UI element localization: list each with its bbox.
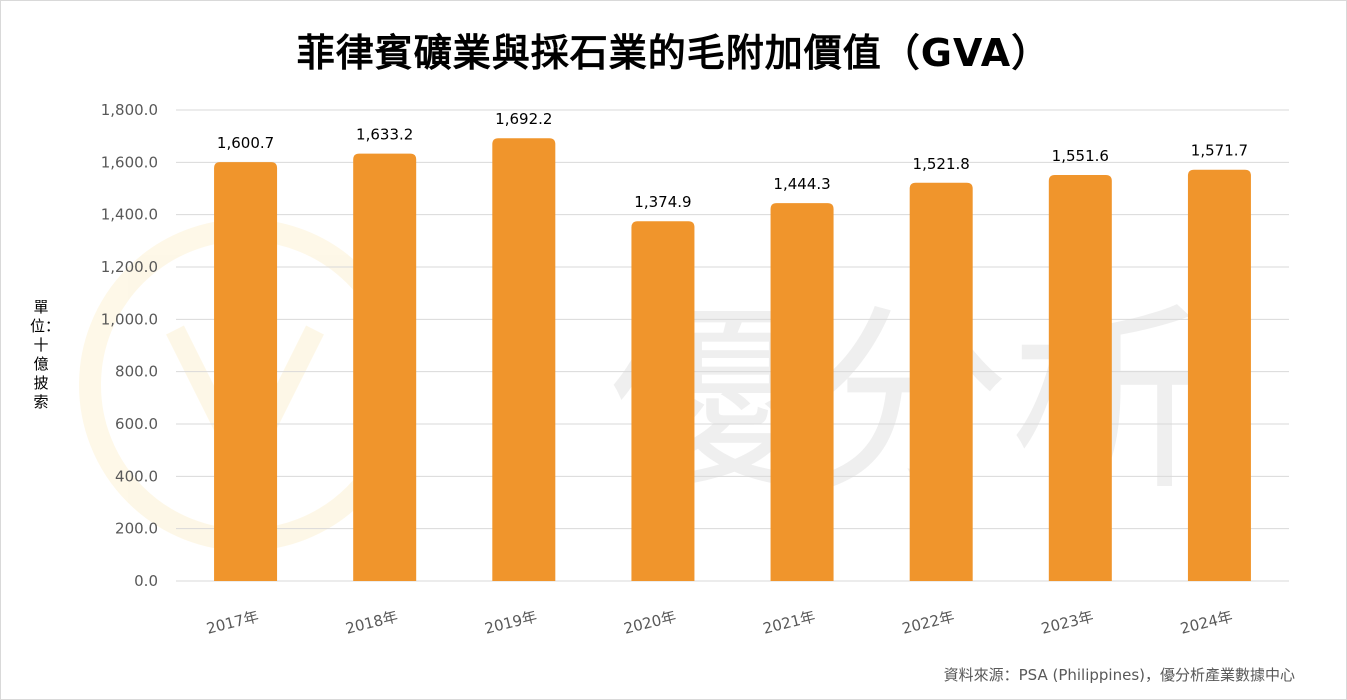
y-tick-label: 400.0 (115, 467, 158, 485)
data-label: 1,374.9 (634, 193, 691, 211)
bar (909, 182, 973, 582)
y-tick-label: 800.0 (115, 363, 158, 381)
bar (1187, 169, 1251, 581)
y-tick-label: 1,200.0 (101, 258, 158, 276)
x-category-label: 2023年 (1039, 607, 1095, 637)
y-tick-label: 1,600.0 (101, 153, 158, 171)
data-labels: 1,600.7 1,633.2 1,692.2 1,374.9 1,444.3 1,521… (217, 110, 1248, 211)
x-category-label: 2022年 (900, 607, 956, 637)
y-tick-label: 1,800.0 (101, 101, 158, 119)
x-category-label: 2017年 (205, 607, 261, 637)
data-label: 1,521.8 (913, 155, 970, 173)
bar (214, 162, 278, 582)
bar (770, 203, 834, 581)
x-category-label: 2018年 (344, 607, 400, 637)
y-tick-label: 200.0 (115, 520, 158, 538)
bar (631, 221, 695, 581)
x-axis-categories: 2017年 2018年 2019年 2020年 2021年 2022年 2023年 2024年 (205, 607, 1235, 637)
y-tick-label: 1,400.0 (101, 206, 158, 224)
x-category-label: 2024年 (1178, 607, 1234, 637)
y-axis-ticks: 0.0 200.0 400.0 600.0 800.0 1,000.0 1,200.0 1,4… (101, 101, 158, 590)
bar (353, 153, 417, 581)
x-category-label: 2019年 (483, 607, 539, 637)
y-tick-label: 1,000.0 (101, 310, 158, 328)
y-tick-label: 0.0 (134, 572, 158, 590)
source-note: 資料來源：PSA (Philippines)，優分析產業數據中心 (943, 666, 1295, 684)
data-label: 1,551.6 (1052, 147, 1109, 165)
chart-title: 菲律賓礦業與採石業的毛附加價值（GVA） (296, 31, 1051, 75)
bar (492, 138, 556, 581)
x-category-label: 2021年 (761, 607, 817, 637)
data-label: 1,633.2 (356, 126, 413, 144)
bars (214, 138, 1251, 582)
data-label: 1,571.7 (1191, 142, 1248, 160)
x-category-label: 2020年 (622, 607, 678, 637)
data-label: 1,600.7 (217, 134, 274, 152)
y-tick-label: 600.0 (115, 415, 158, 433)
bar (1048, 174, 1112, 582)
data-label: 1,692.2 (495, 110, 552, 128)
data-label: 1,444.3 (773, 175, 830, 193)
y-axis-label: 單位：十億披索 (30, 298, 61, 411)
